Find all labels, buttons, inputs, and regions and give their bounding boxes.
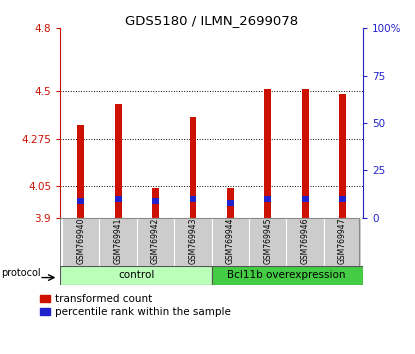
Bar xyxy=(302,89,308,196)
Text: control: control xyxy=(119,270,155,280)
Bar xyxy=(115,196,122,202)
Bar xyxy=(264,202,271,218)
Bar xyxy=(264,196,271,202)
Bar xyxy=(77,125,84,198)
Bar xyxy=(115,104,122,196)
Text: GSM769941: GSM769941 xyxy=(114,217,123,264)
Text: GSM769944: GSM769944 xyxy=(226,217,235,264)
Bar xyxy=(227,200,234,206)
Bar xyxy=(190,196,196,202)
Bar xyxy=(302,202,308,218)
Bar xyxy=(115,202,122,218)
Bar xyxy=(62,218,100,266)
Bar xyxy=(339,196,346,202)
Text: GSM769946: GSM769946 xyxy=(300,217,310,264)
Text: GSM769947: GSM769947 xyxy=(338,217,347,264)
Bar xyxy=(190,117,196,196)
Bar xyxy=(190,202,196,218)
Bar xyxy=(227,188,234,200)
Text: GSM769942: GSM769942 xyxy=(151,217,160,264)
Bar xyxy=(302,196,308,202)
Text: GSM769940: GSM769940 xyxy=(76,217,85,264)
Bar xyxy=(60,266,212,285)
Text: GSM769943: GSM769943 xyxy=(188,217,198,264)
Bar xyxy=(152,188,159,198)
Bar xyxy=(339,202,346,218)
Title: GDS5180 / ILMN_2699078: GDS5180 / ILMN_2699078 xyxy=(125,14,298,27)
Bar xyxy=(212,218,249,266)
Bar xyxy=(212,266,363,285)
Bar xyxy=(174,218,212,266)
Bar xyxy=(77,198,84,204)
Bar xyxy=(286,218,324,266)
Text: Bcl11b overexpression: Bcl11b overexpression xyxy=(227,270,346,280)
Text: GSM769945: GSM769945 xyxy=(263,217,272,264)
Bar xyxy=(249,218,286,266)
Bar xyxy=(227,206,234,218)
Bar xyxy=(152,198,159,204)
Bar xyxy=(152,204,159,218)
Bar xyxy=(137,218,174,266)
Text: protocol: protocol xyxy=(1,268,41,278)
Legend: transformed count, percentile rank within the sample: transformed count, percentile rank withi… xyxy=(39,292,233,319)
Bar xyxy=(339,93,346,196)
Bar xyxy=(77,204,84,218)
Bar xyxy=(100,218,137,266)
Bar xyxy=(264,89,271,196)
Bar xyxy=(324,218,361,266)
